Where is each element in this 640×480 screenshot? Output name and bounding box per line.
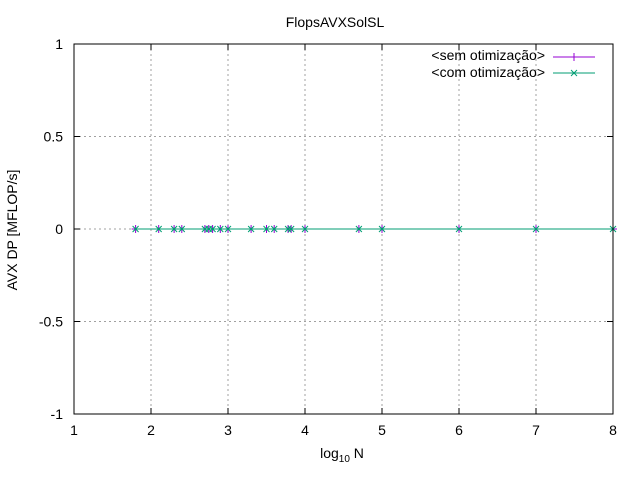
data-point (216, 225, 224, 233)
x-tick-label: 5 (378, 422, 386, 438)
y-axis-label: AVX DP [MFLOP/s] (4, 170, 20, 291)
y-tick-label: -0.5 (39, 314, 63, 330)
data-point (247, 225, 255, 233)
y-tick-label: 1 (55, 36, 63, 52)
data-point (155, 225, 163, 233)
data-point (355, 225, 363, 233)
x-axis-label-tail: N (350, 445, 364, 461)
data-point (378, 225, 386, 233)
x-tick-label: 7 (532, 422, 540, 438)
data-point (178, 225, 186, 233)
legend-sample-marker (570, 69, 578, 77)
data-point (209, 225, 216, 233)
data-point (284, 225, 292, 233)
plot-frame (73, 43, 614, 415)
y-tick-label: 0 (55, 221, 63, 237)
data-point (301, 225, 309, 233)
data-point (287, 225, 295, 233)
series-layer (131, 225, 617, 233)
axes: 1 2 3 4 5 6 7 8 -1 -0.5 0 0.5 1 (39, 36, 617, 438)
data-point (132, 225, 139, 233)
data-point (224, 225, 232, 233)
x-axis-label-subscript: 10 (339, 454, 351, 465)
data-point (263, 225, 270, 233)
legend: <sem otimização> <com otimização> (431, 47, 595, 80)
x-tick-label: 4 (301, 422, 309, 438)
data-point (455, 225, 463, 233)
data-point (170, 225, 178, 233)
legend-label-com-otimizacao: <com otimização> (431, 64, 545, 80)
data-point (532, 225, 540, 233)
chart-title: FlopsAVXSolSL (286, 14, 385, 30)
x-axis-label: log10 N (320, 445, 364, 465)
y-tick-label: 0.5 (44, 129, 64, 145)
data-point (270, 225, 278, 233)
series-1 (132, 225, 617, 233)
y-tick-label: -1 (51, 406, 64, 422)
x-axis-label-base: log (320, 445, 339, 461)
legend-label-sem-otimizacao: <sem otimização> (431, 47, 545, 63)
x-tick-label: 1 (70, 422, 78, 438)
x-tick-label: 8 (609, 422, 617, 438)
x-tick-label: 6 (455, 422, 463, 438)
x-tick-label: 3 (224, 422, 232, 438)
legend-sample-marker (570, 53, 578, 61)
x-tick-label: 2 (147, 422, 155, 438)
